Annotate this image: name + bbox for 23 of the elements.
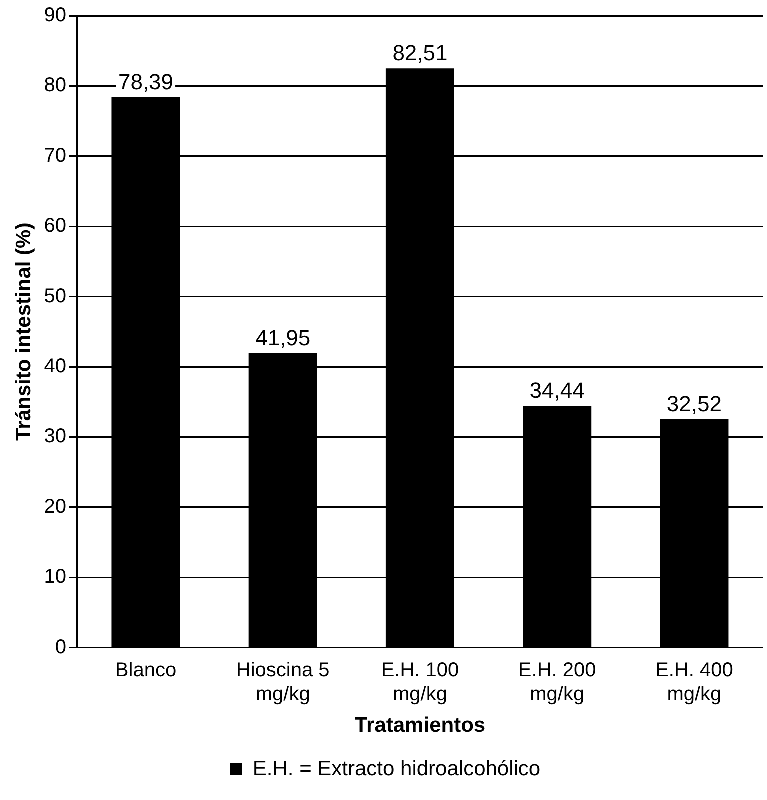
- data-label: 78,39: [118, 70, 174, 95]
- data-label: 41,95: [256, 325, 311, 350]
- x-tick-label: Hioscina 5 mg/kg: [236, 659, 330, 706]
- y-axis-title: Tránsito intestinal (%): [12, 222, 36, 441]
- data-label: 34,44: [530, 378, 585, 404]
- y-tick-label: 60: [44, 215, 66, 238]
- y-tick-label: 10: [44, 566, 66, 588]
- x-tick-label: E.H. 200 mg/kg: [518, 659, 596, 706]
- x-tick-label: E.H. 400 mg/kg: [656, 659, 734, 706]
- y-tick-label: 80: [44, 74, 66, 97]
- y-tick-label: 70: [44, 144, 66, 167]
- y-tick-label: 90: [44, 4, 66, 27]
- data-label: 82,51: [392, 40, 448, 66]
- y-tick-label: 40: [44, 356, 66, 378]
- x-axis-title: Tratamientos: [354, 714, 486, 738]
- legend-label: E.H. = Extracto hidroalcohólico: [252, 757, 541, 780]
- y-tick-label: 30: [44, 426, 66, 448]
- data-label: 32,52: [666, 392, 722, 417]
- x-tick-label: E.H. 100 mg/kg: [381, 659, 460, 706]
- y-tick-label: 50: [44, 285, 66, 308]
- y-tick-label: 20: [44, 496, 66, 518]
- x-tick-label: Blanco: [115, 659, 177, 682]
- y-tick-label: 0: [55, 636, 66, 658]
